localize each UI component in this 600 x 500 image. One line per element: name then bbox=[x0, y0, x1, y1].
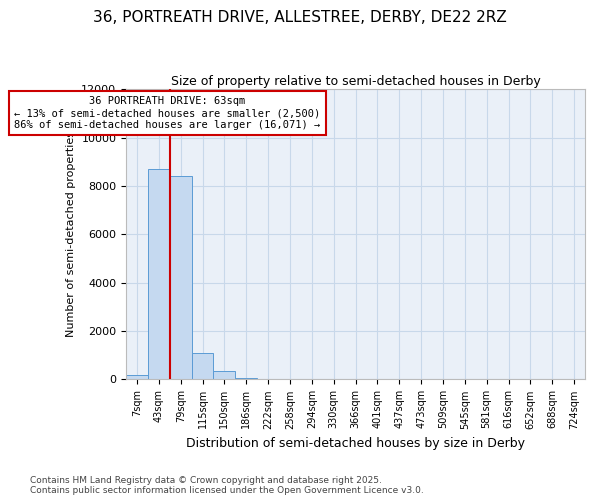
Bar bbox=[214, 371, 235, 380]
X-axis label: Distribution of semi-detached houses by size in Derby: Distribution of semi-detached houses by … bbox=[186, 437, 525, 450]
Y-axis label: Number of semi-detached properties: Number of semi-detached properties bbox=[65, 132, 76, 338]
Bar bbox=[235, 378, 257, 380]
Bar bbox=[191, 353, 214, 380]
Text: Contains HM Land Registry data © Crown copyright and database right 2025.
Contai: Contains HM Land Registry data © Crown c… bbox=[30, 476, 424, 495]
Bar bbox=[170, 176, 191, 380]
Bar bbox=[148, 169, 170, 380]
Text: 36 PORTREATH DRIVE: 63sqm
← 13% of semi-detached houses are smaller (2,500)
86% : 36 PORTREATH DRIVE: 63sqm ← 13% of semi-… bbox=[14, 96, 321, 130]
Title: Size of property relative to semi-detached houses in Derby: Size of property relative to semi-detach… bbox=[170, 75, 541, 88]
Bar bbox=[126, 374, 148, 380]
Text: 36, PORTREATH DRIVE, ALLESTREE, DERBY, DE22 2RZ: 36, PORTREATH DRIVE, ALLESTREE, DERBY, D… bbox=[93, 10, 507, 25]
